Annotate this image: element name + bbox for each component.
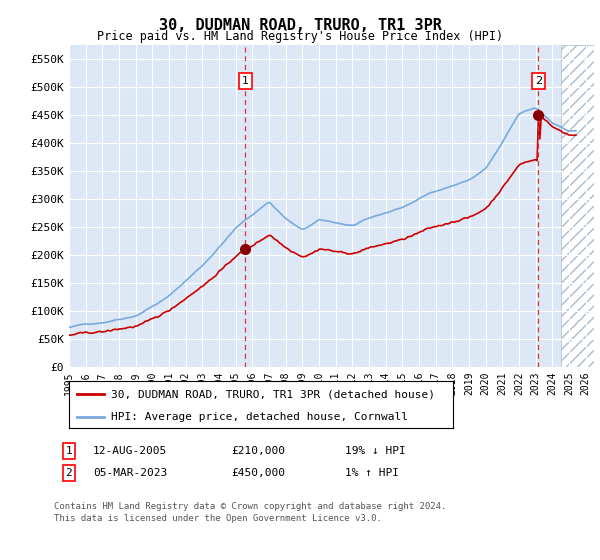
Text: 1: 1	[65, 446, 73, 456]
Text: £210,000: £210,000	[231, 446, 285, 456]
Text: Contains HM Land Registry data © Crown copyright and database right 2024.
This d: Contains HM Land Registry data © Crown c…	[54, 502, 446, 523]
Text: Price paid vs. HM Land Registry's House Price Index (HPI): Price paid vs. HM Land Registry's House …	[97, 30, 503, 43]
Text: 05-MAR-2023: 05-MAR-2023	[93, 468, 167, 478]
Text: 12-AUG-2005: 12-AUG-2005	[93, 446, 167, 456]
Text: 2: 2	[535, 76, 542, 86]
Text: HPI: Average price, detached house, Cornwall: HPI: Average price, detached house, Corn…	[111, 412, 408, 422]
Text: 30, DUDMAN ROAD, TRURO, TR1 3PR: 30, DUDMAN ROAD, TRURO, TR1 3PR	[158, 18, 442, 32]
Text: £450,000: £450,000	[231, 468, 285, 478]
Text: 2: 2	[65, 468, 73, 478]
Bar	[560, 45, 594, 367]
Text: 1: 1	[242, 76, 249, 86]
Text: 1% ↑ HPI: 1% ↑ HPI	[345, 468, 399, 478]
Text: 30, DUDMAN ROAD, TRURO, TR1 3PR (detached house): 30, DUDMAN ROAD, TRURO, TR1 3PR (detache…	[111, 389, 435, 399]
Text: 19% ↓ HPI: 19% ↓ HPI	[345, 446, 406, 456]
